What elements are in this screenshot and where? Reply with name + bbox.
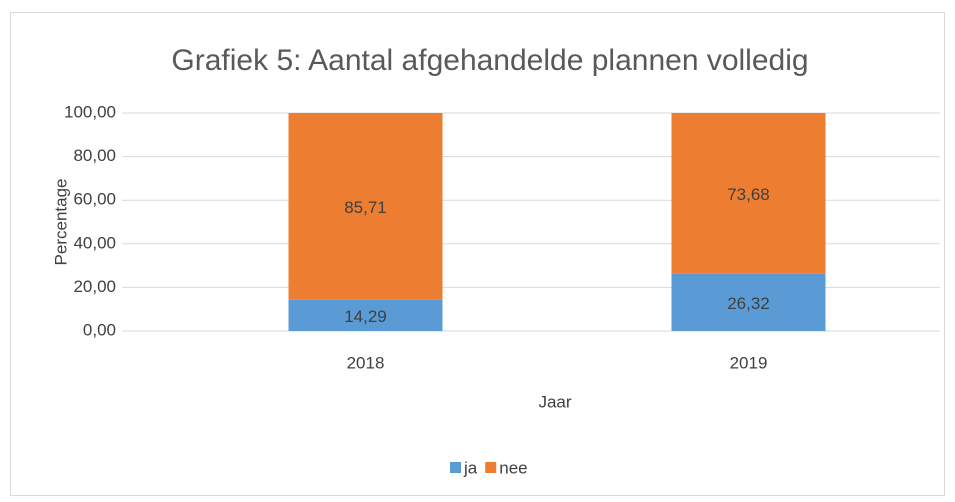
y-tick-label: 100,00: [64, 102, 116, 121]
bar-segment: [288, 113, 443, 300]
bar-segment: [288, 299, 443, 331]
y-tick-label: 60,00: [73, 190, 116, 209]
x-axis-label: Jaar: [538, 392, 571, 411]
data-label: 85,71: [344, 198, 387, 217]
y-tick-label: 40,00: [73, 233, 116, 252]
x-tick-label: 2018: [347, 353, 385, 372]
legend-label: nee: [499, 458, 527, 477]
legend-swatch: [485, 462, 497, 473]
y-tick-label: 0,00: [83, 320, 116, 339]
legend-swatch: [450, 462, 461, 473]
y-axis-label: Percentage: [51, 179, 70, 266]
y-tick-label: 80,00: [73, 146, 116, 165]
chart-title: Grafiek 5: Aantal afgehandelde plannen v…: [171, 44, 808, 77]
bar-segment: [671, 273, 826, 331]
y-tick-label: 20,00: [73, 277, 116, 296]
x-tick-label: 2019: [730, 353, 768, 372]
data-label: 14,29: [344, 307, 387, 326]
bar-segment: [671, 113, 826, 274]
data-label: 73,68: [727, 185, 770, 204]
legend-label: ja: [463, 458, 478, 477]
data-label: 26,32: [727, 294, 770, 313]
